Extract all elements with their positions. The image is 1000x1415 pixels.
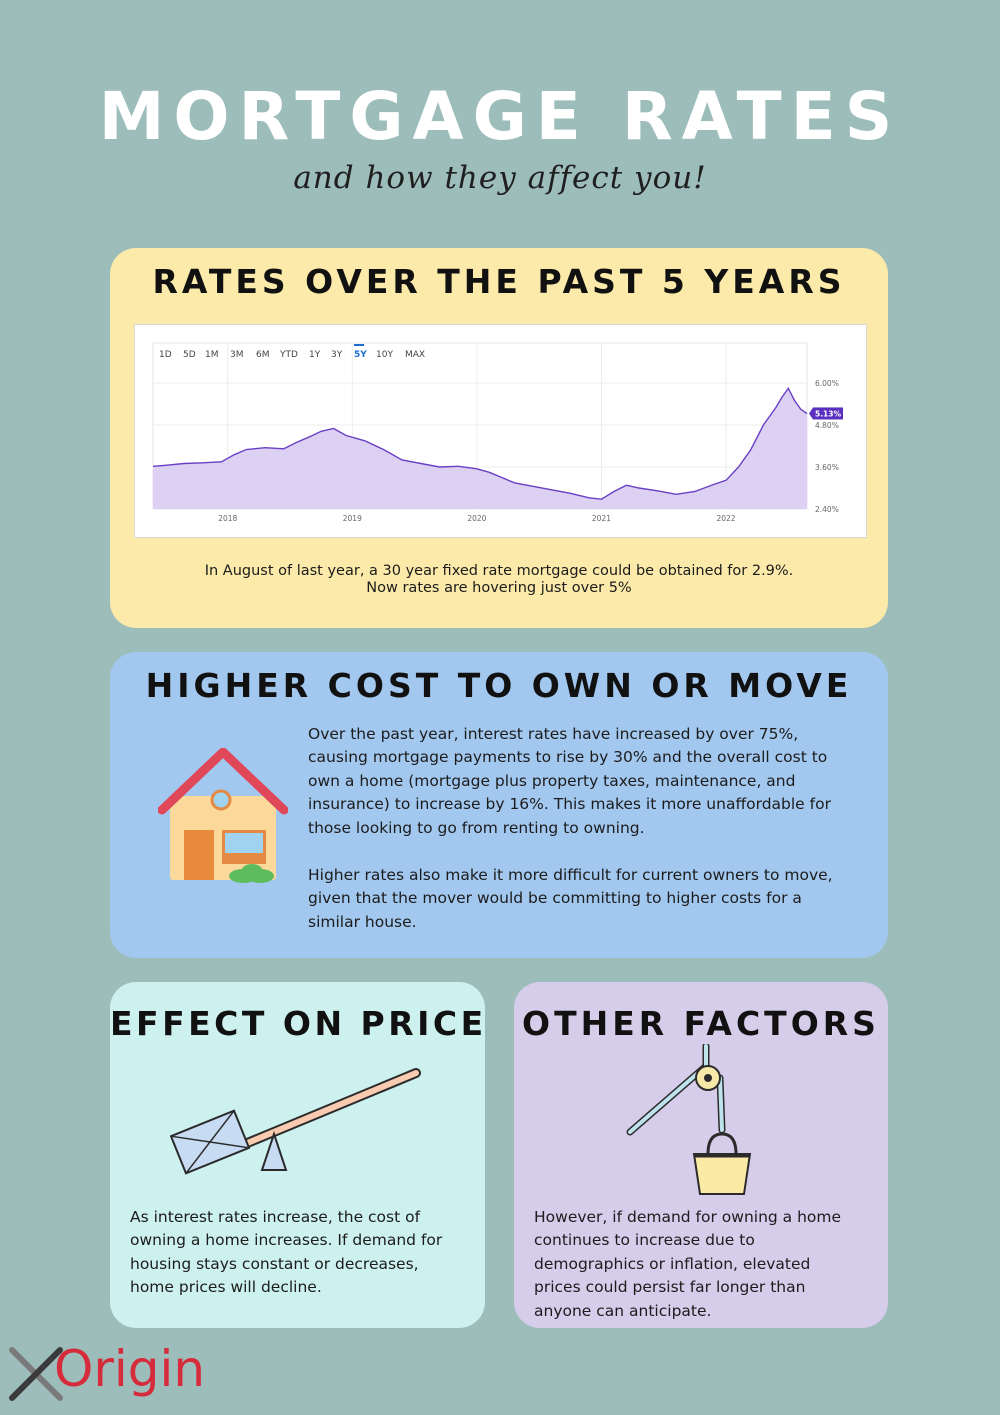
y-tick-label: 4.80% [815, 421, 839, 430]
cost-p2-line: given that the mover would be committing… [308, 889, 802, 908]
cost-p2-line: Higher rates also make it more difficult… [308, 866, 833, 884]
page-subtitle: and how they affect you! [293, 160, 707, 196]
range-button-1y[interactable]: 1Y [309, 350, 321, 360]
other-text-line: prices could persist far longer than [534, 1278, 806, 1297]
page-title: MORTGAGE RATES [98, 78, 902, 155]
other-text-line: However, if demand for owning a home [534, 1208, 842, 1226]
rate-line [152, 386, 808, 500]
rates-caption-line-1: In August of last year, a 30 year fixed … [204, 563, 794, 579]
range-button-10y[interactable]: 10Y [376, 350, 393, 360]
cost-p1-line: own a home (mortgage plus property taxes… [308, 771, 796, 790]
rates-title: RATES OVER THE PAST 5 YEARS [152, 262, 846, 301]
origin-logo: Origin [8, 1340, 218, 1406]
x-tick-label: 2022 [716, 514, 735, 523]
rates-card: RATES OVER THE PAST 5 YEARS 1D 5D 1M 3M 6M YT… [110, 248, 888, 628]
logo-text: Origin [54, 1340, 206, 1398]
x-tick-label: 2019 [343, 514, 362, 523]
x-tick-label: 2021 [592, 514, 611, 523]
logo-x-icon [9, 1347, 63, 1401]
x-tick-label: 2020 [467, 514, 486, 523]
current-value-badge [813, 407, 843, 420]
y-tick-label: 6.00% [815, 379, 839, 388]
price-text-line: owning a home increases. If demand for [130, 1231, 443, 1250]
seesaw-icon [170, 1068, 421, 1175]
range-button-1m[interactable]: 1M [205, 350, 219, 360]
cost-p1-line: those looking to go from renting to owni… [308, 818, 645, 837]
rate-area [153, 388, 807, 509]
rates-caption: In August of last year, a 30 year fixed … [110, 563, 888, 597]
cost-title: HIGHER COST TO OWN OR MOVE [145, 666, 853, 705]
range-button-ytd[interactable]: YTD [280, 350, 298, 360]
range-button-6m[interactable]: 6M [256, 350, 270, 360]
cost-p2-line: similar house. [308, 912, 417, 931]
price-text-line: As interest rates increase, the cost of [130, 1208, 421, 1226]
x-tick-label: 2018 [218, 514, 237, 523]
range-button-max[interactable]: MAX [405, 350, 426, 360]
other-card: OTHER FACTORS However, if demand for own… [514, 982, 888, 1328]
other-title: OTHER FACTORS [522, 1004, 880, 1043]
price-card: EFFECT ON PRICE As interest rates increa… [110, 982, 485, 1328]
current-value-pointer [809, 407, 813, 420]
cost-paragraph-2: Higher rates also make it more difficult… [308, 864, 868, 934]
other-text-line: anyone can anticipate. [534, 1301, 712, 1320]
price-text-line: housing stays constant or decreases, [130, 1254, 419, 1273]
other-text-line: demographics or inflation, elevated [534, 1254, 811, 1273]
other-text-line: continues to increase due to [534, 1231, 755, 1250]
range-button-3y[interactable]: 3Y [331, 350, 343, 360]
house-icon [158, 748, 288, 883]
rates-caption-line-2: Now rates are hovering just over 5% [366, 580, 632, 596]
active-range-indicator [354, 344, 364, 346]
rates-chart: 1D 5D 1M 3M 6M YTD 1Y 3Y 5Y 10Y MAX 6.00% 4.80% 3.60… [134, 324, 867, 538]
cost-p1-line: Over the past year, interest rates have … [308, 725, 799, 743]
pulley-icon [626, 1044, 752, 1195]
range-button-1d[interactable]: 1D [159, 350, 172, 360]
cost-card: HIGHER COST TO OWN OR MOVE Over the past… [110, 652, 888, 958]
y-tick-label: 3.60% [815, 463, 839, 472]
cost-paragraph-1: Over the past year, interest rates have … [308, 723, 868, 840]
price-text-line: home prices will decline. [130, 1278, 322, 1297]
current-value-label: 5.13% [815, 409, 842, 418]
price-text: As interest rates increase, the cost of … [130, 1206, 475, 1300]
cost-p1-line: insurance) to increase by 16%. This make… [308, 795, 831, 814]
range-button-5y[interactable]: 5Y [354, 350, 367, 360]
range-button-5d[interactable]: 5D [183, 350, 196, 360]
rates-chart-svg: 6.00% 4.80% 3.60% 2.40% 2018 2019 2020 2021 2022… [152, 342, 843, 523]
range-button-3m[interactable]: 3M [230, 350, 244, 360]
other-text: However, if demand for owning a home con… [534, 1206, 879, 1323]
price-title: EFFECT ON PRICE [110, 1004, 487, 1043]
y-tick-label: 2.40% [815, 505, 839, 514]
cost-p1-line: causing mortgage payments to rise by 30%… [308, 748, 828, 767]
